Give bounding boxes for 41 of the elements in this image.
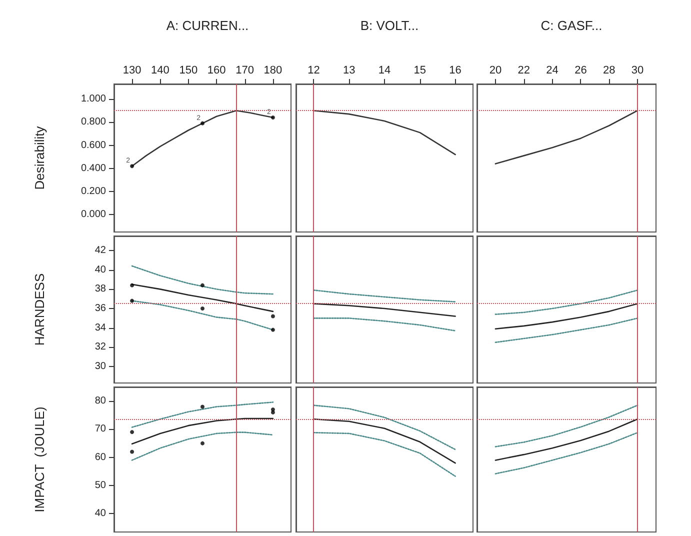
x-tick-label: 22 xyxy=(518,64,530,76)
y-tick-label: 80 xyxy=(94,396,106,407)
y-axis-title: Desirability xyxy=(32,126,47,190)
x-tick-label: 140 xyxy=(151,64,170,76)
y-tick-label: 36 xyxy=(94,303,106,314)
x-tick-label: 16 xyxy=(449,64,462,76)
y-axis-title: HARNDESS xyxy=(32,273,47,346)
y-tick-label: 42 xyxy=(94,245,106,256)
x-tick-label: 12 xyxy=(308,64,320,76)
y-tick-label: 50 xyxy=(94,480,106,492)
x-tick-label: 160 xyxy=(207,64,226,76)
x-tick-label: 24 xyxy=(546,64,558,76)
y-tick-label: 0.600 xyxy=(80,140,106,151)
chart-title: B: VOLT... xyxy=(360,18,419,33)
y-tick-label: 1.000 xyxy=(80,94,106,105)
x-tick-label: 150 xyxy=(179,64,198,76)
x-tick-label: 14 xyxy=(378,64,391,76)
y-tick-label: 38 xyxy=(94,284,106,295)
x-tick-label: 170 xyxy=(236,64,254,76)
x-tick-label: 26 xyxy=(574,64,587,76)
x-tick-label: 13 xyxy=(342,64,356,76)
y-tick-label: 40 xyxy=(94,508,106,520)
y-tick-label: 60 xyxy=(94,452,106,463)
x-tick-label: 30 xyxy=(631,64,644,76)
x-tick-label: 130 xyxy=(122,64,142,76)
x-tick-label: 28 xyxy=(602,64,616,76)
x-tick-label: 20 xyxy=(489,64,502,76)
y-tick-label: 34 xyxy=(94,322,106,334)
x-tick-label: 15 xyxy=(414,64,426,76)
y-tick-label: 0.800 xyxy=(80,116,106,128)
y-tick-label: 30 xyxy=(94,361,106,372)
chart-title: A: CURREN... xyxy=(166,18,249,33)
y-tick-label: 0.400 xyxy=(80,162,106,174)
x-tick-label: 180 xyxy=(264,64,282,76)
y-tick-label: 40 xyxy=(94,264,106,276)
y-tick-label: 0.200 xyxy=(80,186,106,198)
chart-title: C: GASF... xyxy=(540,18,602,33)
y-tick-label: 0.000 xyxy=(80,209,106,220)
y-tick-label: 32 xyxy=(94,342,106,353)
y-axis-title: IMPACT (JOULE) xyxy=(32,406,47,512)
y-tick-label: 70 xyxy=(94,424,106,435)
